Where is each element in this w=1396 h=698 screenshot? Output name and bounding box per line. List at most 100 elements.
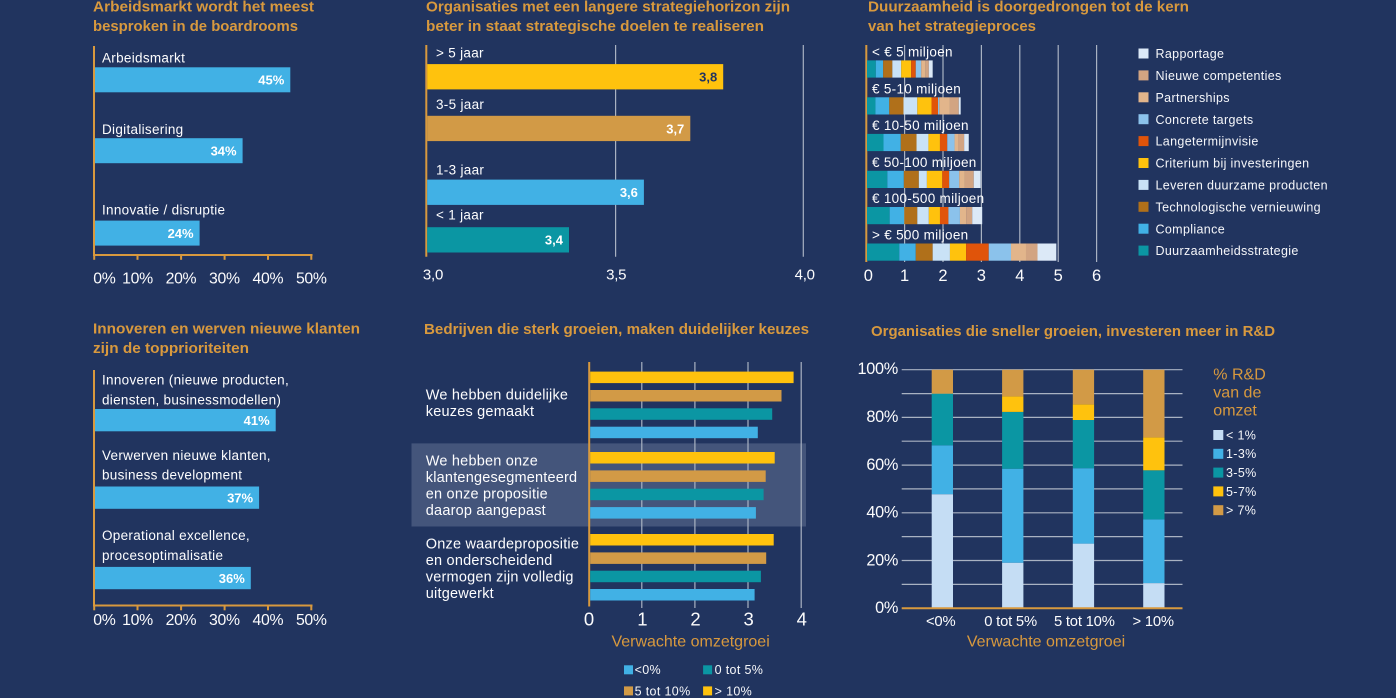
svg-text:3-5%: 3-5%	[1226, 466, 1257, 480]
svg-text:Technologische vernieuwing: Technologische vernieuwing	[1156, 200, 1321, 214]
svg-text:Criterium bij investeringen: Criterium bij investeringen	[1156, 157, 1310, 171]
svg-text:en onderscheidend: en onderscheidend	[426, 553, 553, 569]
svg-text:keuzes gemaakt: keuzes gemaakt	[426, 404, 534, 420]
svg-text:3,5: 3,5	[606, 267, 626, 284]
svg-text:3,4: 3,4	[545, 233, 564, 248]
svg-text:20%: 20%	[166, 612, 197, 629]
svg-text:Compliance: Compliance	[1156, 222, 1226, 236]
svg-text:% R&D: % R&D	[1213, 366, 1265, 383]
svg-text:Organisaties die sneller groei: Organisaties die sneller groeien, invest…	[871, 323, 1275, 340]
svg-text:omzet: omzet	[1213, 403, 1257, 420]
svg-text:4: 4	[797, 608, 807, 629]
svg-text:2: 2	[938, 267, 947, 285]
svg-text:Innovatie / disruptie: Innovatie / disruptie	[102, 203, 225, 218]
svg-text:Verwachte omzetgroei: Verwachte omzetgroei	[967, 634, 1125, 651]
svg-text:Duurzaamheidsstrategie: Duurzaamheidsstrategie	[1156, 244, 1299, 258]
svg-text:Concrete targets: Concrete targets	[1156, 113, 1254, 127]
svg-text:zijn de topprioriteiten: zijn de topprioriteiten	[93, 340, 249, 357]
svg-text:40%: 40%	[252, 612, 283, 629]
svg-text:Nieuwe competenties: Nieuwe competenties	[1156, 69, 1282, 83]
svg-text:> 10%: > 10%	[1133, 614, 1174, 630]
svg-text:5 tot 10%: 5 tot 10%	[635, 684, 691, 698]
svg-text:34%: 34%	[211, 144, 237, 159]
svg-text:6: 6	[1092, 267, 1101, 285]
svg-text:100%: 100%	[858, 360, 898, 378]
svg-text:diensten, businessmodellen): diensten, businessmodellen)	[102, 392, 281, 407]
svg-text:€ 5-10 miljoen: € 5-10 miljoen	[872, 81, 961, 96]
svg-text:24%: 24%	[168, 226, 194, 241]
svg-text:0 tot 5%: 0 tot 5%	[984, 614, 1037, 630]
svg-text:3,6: 3,6	[620, 185, 638, 200]
svg-text:20%: 20%	[866, 551, 898, 569]
svg-text:uitgewerkt: uitgewerkt	[426, 586, 494, 602]
svg-text:daarop aangepast: daarop aangepast	[426, 503, 546, 519]
svg-text:1: 1	[637, 608, 647, 629]
svg-text:41%: 41%	[244, 413, 270, 428]
svg-text:Leveren duurzame producten: Leveren duurzame producten	[1156, 179, 1328, 193]
svg-text:0 tot 5%: 0 tot 5%	[715, 663, 764, 677]
svg-text:45%: 45%	[258, 73, 284, 88]
svg-text:10%: 10%	[122, 612, 153, 629]
svg-text:> 10%: > 10%	[715, 684, 753, 698]
svg-text:30%: 30%	[209, 270, 240, 287]
svg-text:3,7: 3,7	[666, 121, 684, 136]
svg-text:klantengesegmenteerd: klantengesegmenteerd	[426, 470, 578, 486]
svg-text:Onze waardepropositie: Onze waardepropositie	[426, 537, 579, 553]
svg-text:Innoveren (nieuwe producten,: Innoveren (nieuwe producten,	[102, 373, 289, 388]
svg-text:We hebben duidelijke: We hebben duidelijke	[426, 387, 568, 403]
svg-text:40%: 40%	[866, 504, 898, 522]
svg-text:3-5 jaar: 3-5 jaar	[436, 97, 484, 112]
svg-text:Rapportage: Rapportage	[1156, 47, 1225, 61]
svg-text:vermogen zijn volledig: vermogen zijn volledig	[426, 570, 574, 586]
svg-text:< 1%: < 1%	[1226, 428, 1256, 442]
svg-text:Verwachte omzetgroei: Verwachte omzetgroei	[611, 634, 769, 651]
svg-text:Arbeidsmarkt wordt het meest: Arbeidsmarkt wordt het meest	[93, 0, 314, 16]
svg-text:0%: 0%	[93, 612, 115, 629]
svg-text:0: 0	[584, 608, 594, 629]
svg-text:<0%: <0%	[635, 663, 661, 677]
svg-text:< € 5 miljoen: < € 5 miljoen	[872, 45, 953, 60]
svg-text:1-3 jaar: 1-3 jaar	[436, 163, 484, 178]
svg-text:3: 3	[744, 608, 754, 629]
svg-text:1: 1	[900, 267, 909, 285]
svg-text:besproken in de boardrooms: besproken in de boardrooms	[93, 18, 298, 35]
svg-text:van het strategieproces: van het strategieproces	[868, 18, 1036, 35]
svg-text:0%: 0%	[875, 599, 898, 617]
svg-text:60%: 60%	[866, 456, 898, 474]
svg-text:€ 100-500 miljoen: € 100-500 miljoen	[872, 191, 984, 206]
svg-text:> 7%: > 7%	[1226, 504, 1256, 518]
svg-text:Operational excellence,: Operational excellence,	[102, 528, 250, 543]
svg-text:Langetermijnvisie: Langetermijnvisie	[1156, 135, 1259, 149]
svg-text:4,0: 4,0	[795, 267, 815, 284]
svg-text:40%: 40%	[252, 270, 283, 287]
svg-text:> € 500 miljoen: > € 500 miljoen	[872, 228, 968, 243]
svg-text:0%: 0%	[93, 270, 115, 287]
svg-text:2: 2	[690, 608, 700, 629]
svg-text:36%: 36%	[219, 571, 245, 586]
svg-text:Partnerships: Partnerships	[1156, 91, 1230, 105]
svg-text:Verwerven nieuwe klanten,: Verwerven nieuwe klanten,	[102, 448, 271, 463]
svg-text:5: 5	[1054, 267, 1063, 285]
svg-text:37%: 37%	[227, 490, 253, 505]
svg-text:Innoveren en werven nieuwe kla: Innoveren en werven nieuwe klanten	[93, 321, 360, 338]
svg-text:0: 0	[864, 267, 873, 285]
svg-text:3: 3	[977, 267, 986, 285]
svg-text:10%: 10%	[122, 270, 153, 287]
svg-text:Bedrijven die sterk groeien, m: Bedrijven die sterk groeien, maken duide…	[424, 321, 809, 338]
svg-text:5-7%: 5-7%	[1226, 485, 1257, 499]
svg-text:€ 10-50 miljoen: € 10-50 miljoen	[872, 118, 969, 133]
svg-text:50%: 50%	[296, 612, 327, 629]
svg-text:3,8: 3,8	[699, 70, 717, 85]
svg-text:< 1 jaar: < 1 jaar	[436, 208, 484, 223]
svg-text:30%: 30%	[209, 612, 240, 629]
svg-text:We hebben onze: We hebben onze	[426, 453, 538, 469]
svg-text:> 5 jaar: > 5 jaar	[436, 46, 484, 61]
svg-text:van de: van de	[1213, 384, 1261, 401]
svg-text:20%: 20%	[166, 270, 197, 287]
svg-text:en onze propositie: en onze propositie	[426, 486, 548, 502]
svg-text:Duurzaamheid is doorgedrongen: Duurzaamheid is doorgedrongen tot de ker…	[868, 0, 1189, 16]
svg-text:50%: 50%	[296, 270, 327, 287]
svg-text:5 tot 10%: 5 tot 10%	[1054, 614, 1115, 630]
svg-text:procesoptimalisatie: procesoptimalisatie	[102, 548, 223, 563]
svg-text:<0%: <0%	[926, 614, 955, 630]
